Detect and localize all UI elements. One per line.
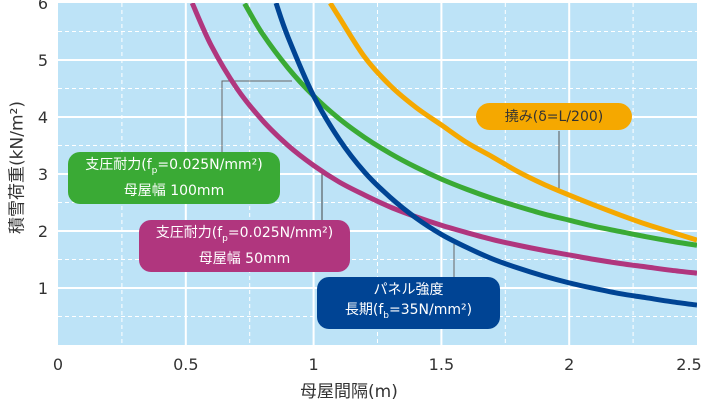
x-tick-label: 1.5 (429, 355, 454, 374)
x-tick-label: 0.5 (173, 355, 198, 374)
y-tick-label: 3 (38, 165, 48, 184)
label-bearing-50mm: 支圧耐力(fp=0.025N/mm²) 母屋幅 50mm (139, 220, 350, 272)
x-axis-title: 母屋間隔(m) (300, 382, 398, 402)
series-line-panel-strength (273, 3, 697, 308)
y-tick-label: 2 (38, 222, 48, 241)
x-tick-label: 2.5 (676, 355, 701, 374)
y-tick-label: 4 (38, 108, 48, 127)
y-axis-title: 積雪荷重(kN/m²) (7, 101, 28, 234)
leader-line-green (221, 80, 292, 160)
label-deflection: 撓み(δ=L/200) (476, 103, 632, 130)
x-tick-label: 2 (564, 355, 574, 374)
y-tick-label: 5 (38, 51, 48, 70)
y-tick-label: 6 (38, 0, 48, 13)
x-tick-label: 1 (309, 355, 319, 374)
x-tick-label: 0 (53, 355, 63, 374)
label-panel-strength: パネル強度 長期(fb=35N/mm²) (317, 277, 500, 329)
series-line-deflection (328, 3, 697, 243)
series-line-bearing-50mm (189, 3, 697, 276)
y-tick-label: 1 (38, 279, 48, 298)
label-bearing-100mm: 支圧耐力(fp=0.025N/mm²) 母屋幅 100mm (68, 152, 280, 204)
